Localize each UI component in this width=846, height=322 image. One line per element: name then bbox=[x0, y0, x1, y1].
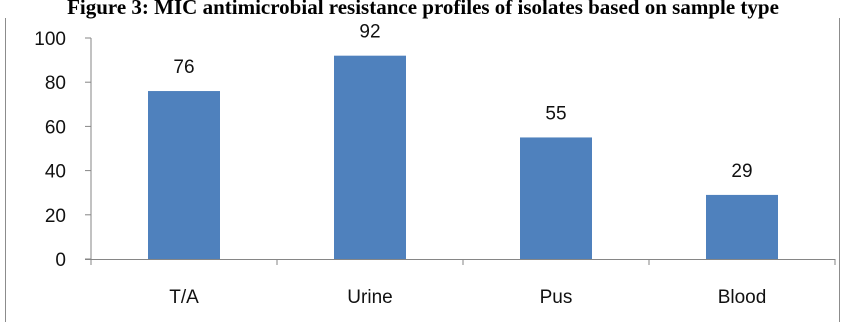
y-tick-label: 80 bbox=[45, 73, 66, 94]
data-label: 55 bbox=[545, 103, 566, 124]
figure-title: Figure 3: MIC antimicrobial resistance p… bbox=[67, 0, 779, 19]
y-tick-label: 0 bbox=[55, 250, 66, 271]
y-tick-label: 60 bbox=[45, 117, 66, 138]
x-category-label: Urine bbox=[347, 287, 392, 308]
chart-frame bbox=[5, 18, 840, 322]
y-tick-label: 100 bbox=[34, 29, 66, 50]
y-tick-label: 20 bbox=[45, 206, 66, 227]
bar-urine bbox=[334, 55, 406, 260]
data-label: 92 bbox=[359, 22, 380, 43]
x-category-label: Pus bbox=[540, 287, 573, 308]
bar-t-a bbox=[148, 91, 220, 259]
data-label: 76 bbox=[173, 57, 194, 78]
y-tick-label: 40 bbox=[45, 162, 66, 183]
x-category-label: T/A bbox=[169, 287, 199, 308]
bar-blood bbox=[706, 194, 778, 259]
x-category-label: Blood bbox=[718, 287, 767, 308]
bar-pus bbox=[520, 137, 592, 259]
data-label: 29 bbox=[731, 161, 752, 182]
